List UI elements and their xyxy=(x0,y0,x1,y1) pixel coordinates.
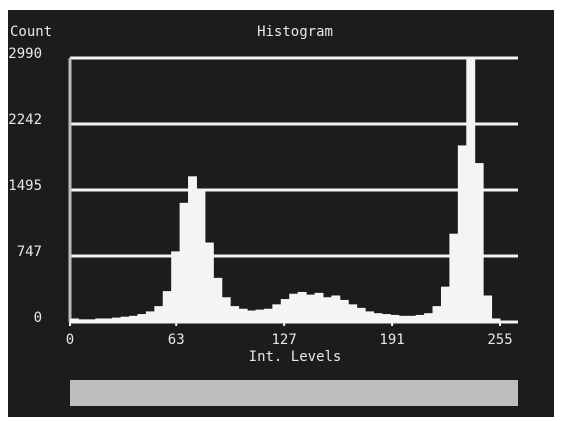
histogram-bar xyxy=(348,304,357,322)
histogram-bar xyxy=(78,319,87,322)
histogram-bar xyxy=(87,319,96,322)
histogram-bar xyxy=(492,318,501,322)
histogram-bar xyxy=(70,318,79,322)
x-tick-label: 255 xyxy=(487,332,512,348)
histogram-bar xyxy=(407,316,416,322)
histogram-bar xyxy=(154,306,163,322)
histogram-bar xyxy=(331,296,340,322)
x-axis-label: Int. Levels xyxy=(249,349,342,365)
histogram-bar xyxy=(205,243,214,322)
intensity-strip xyxy=(70,380,518,406)
histogram-bar xyxy=(357,308,366,322)
histogram-bar xyxy=(213,278,222,322)
histogram-bar xyxy=(104,318,113,322)
histogram-bar xyxy=(424,313,433,322)
histogram-bar xyxy=(272,304,281,322)
histogram-bar xyxy=(449,234,458,322)
histogram-bar xyxy=(390,315,399,322)
chart-title: Histogram xyxy=(257,24,333,40)
y-tick-label: 1495 xyxy=(8,178,42,194)
y-tick-label: 2242 xyxy=(8,112,42,128)
x-tick-label: 191 xyxy=(379,332,404,348)
histogram-bar xyxy=(298,292,307,322)
histogram-bar xyxy=(121,317,130,322)
histogram-bar xyxy=(255,310,264,322)
histogram-bar xyxy=(416,315,425,322)
histogram-bar xyxy=(188,176,197,322)
histogram-bar xyxy=(239,309,248,322)
histogram-bar xyxy=(137,314,146,322)
x-tick-label: 0 xyxy=(66,332,74,348)
y-tick-label: 747 xyxy=(17,244,42,260)
histogram-bar xyxy=(196,190,205,322)
histogram-bar xyxy=(382,314,391,322)
x-tick-label: 63 xyxy=(168,332,185,348)
histogram-bar xyxy=(441,287,450,322)
histogram-bar xyxy=(399,316,408,322)
histogram-bar xyxy=(483,296,492,322)
histogram-bar xyxy=(247,311,256,322)
histogram-bar xyxy=(289,294,298,322)
histogram-bar xyxy=(323,297,332,322)
histogram-bar xyxy=(129,316,138,322)
histogram-bar xyxy=(112,318,121,322)
histogram-bar xyxy=(264,309,273,322)
y-axis-label: Count xyxy=(10,24,52,40)
histogram-bar xyxy=(458,145,467,322)
histogram-bar xyxy=(475,163,484,322)
chart: Histogram Count Int. Levels 0 747 1495 2242… xyxy=(0,0,562,417)
histogram-bar xyxy=(306,295,315,322)
histogram-bar xyxy=(281,299,290,322)
histogram-bar xyxy=(95,318,104,322)
y-tick-label: 2990 xyxy=(8,46,42,62)
histogram-bar xyxy=(171,251,180,322)
histogram-bar xyxy=(163,291,172,322)
histogram-bar xyxy=(433,306,442,322)
histogram-bar xyxy=(180,203,189,322)
x-tick-label: 127 xyxy=(272,332,297,348)
y-tick-label: 0 xyxy=(34,310,42,326)
histogram-bar xyxy=(374,313,383,322)
histogram-bar xyxy=(146,311,155,322)
histogram-bar xyxy=(222,297,231,322)
histogram-bar xyxy=(340,300,349,322)
histogram-bar xyxy=(466,58,475,322)
histogram-bar xyxy=(230,306,239,322)
histogram-bar xyxy=(365,311,374,322)
histogram-bar xyxy=(315,293,324,322)
